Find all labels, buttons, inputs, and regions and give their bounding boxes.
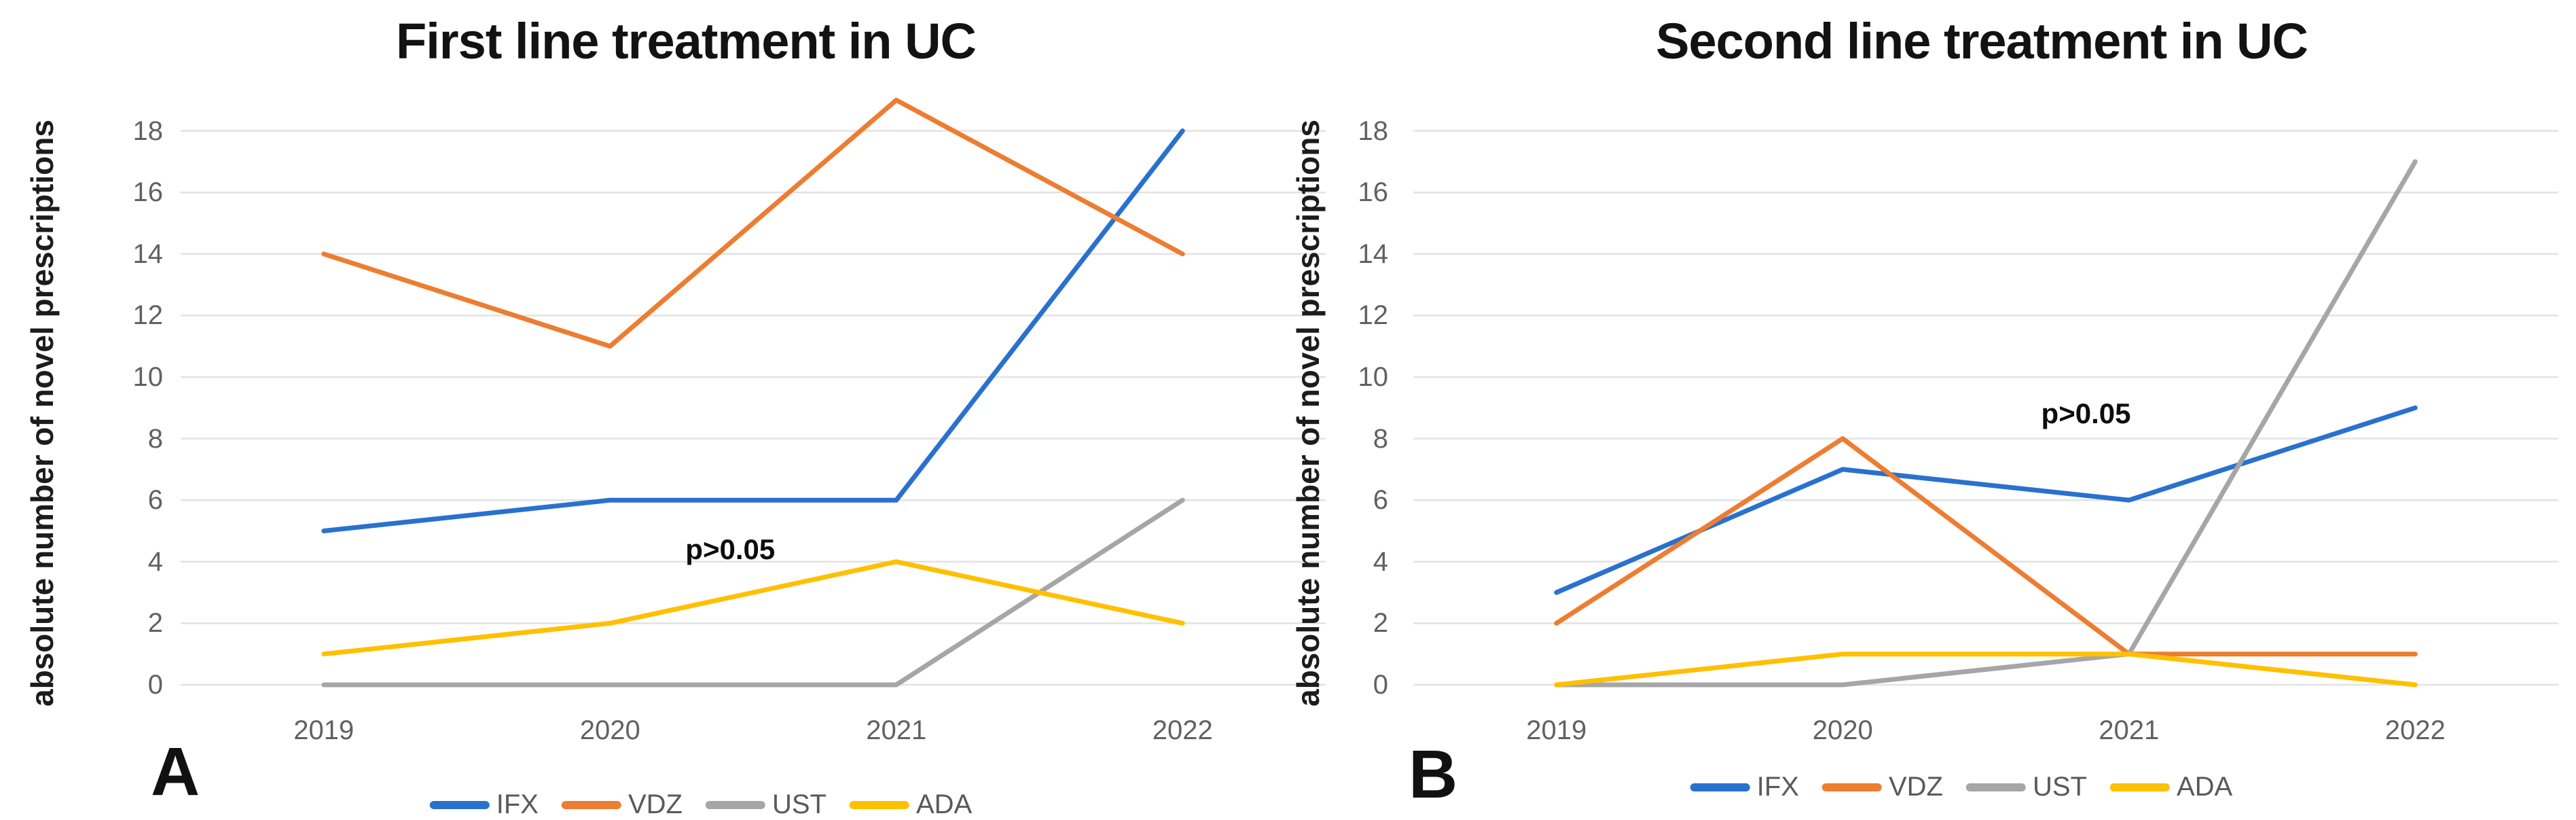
- x-tick-label: 2022: [1152, 715, 1213, 745]
- y-tick-label: 18: [1358, 115, 1389, 146]
- series-line-IFX: [321, 128, 1185, 533]
- x-tick-label: 2020: [579, 715, 640, 745]
- panel-label-b: B: [1409, 736, 1458, 813]
- legend-label: VDZ: [628, 789, 683, 819]
- y-tick-label: 8: [147, 423, 163, 454]
- y-tick-label: 4: [1373, 546, 1388, 577]
- x-tick-label: 2021: [866, 715, 927, 745]
- legend-item-UST: UST: [705, 789, 827, 820]
- legend-label: IFX: [496, 789, 539, 819]
- y-tick-label: 6: [147, 485, 163, 516]
- x-tick-label: 2019: [1526, 715, 1587, 745]
- legend-swatch-UST: [1965, 783, 2026, 791]
- x-tick-label: 2021: [2099, 715, 2160, 745]
- legend-label: VDZ: [1888, 772, 1943, 802]
- legend-swatch-ADA: [849, 800, 909, 809]
- legend-swatch-VDZ: [561, 800, 621, 809]
- y-tick-label: 18: [132, 115, 164, 146]
- y-tick-label: 8: [1373, 423, 1388, 454]
- y-axis-label-a: absolute number of novel prescriptions: [24, 120, 60, 707]
- chart-title-second-line: Second line treatment in UC: [1656, 13, 2308, 69]
- y-tick-label: 4: [147, 546, 163, 577]
- legend-item-VDZ: VDZ: [1821, 772, 1943, 802]
- series-line-VDZ: [1554, 436, 2418, 657]
- y-tick-label: 10: [1358, 362, 1389, 392]
- legend-item-UST: UST: [1965, 772, 2087, 802]
- legend-swatch-IFX: [1690, 783, 1750, 791]
- y-tick-label: 14: [1358, 238, 1389, 269]
- legend-label: ADA: [915, 789, 973, 819]
- legend-item-VDZ: VDZ: [561, 789, 683, 820]
- y-tick-label: 14: [132, 238, 164, 269]
- y-tick-label: 12: [1358, 300, 1389, 331]
- y-tick-label: 0: [147, 670, 163, 700]
- panel-label-a: A: [151, 734, 200, 810]
- y-tick-label: 2: [1373, 608, 1388, 639]
- gridlines-A: [181, 130, 1326, 686]
- series-line-ADA: [321, 559, 1185, 657]
- legend-item-IFX: IFX: [1690, 772, 1799, 802]
- y-tick-label: 10: [132, 362, 164, 392]
- legend-item-ADA: ADA: [2109, 772, 2233, 802]
- series-line-VDZ: [321, 97, 1185, 349]
- y-tick-label: 6: [1373, 485, 1388, 516]
- legend-swatch-UST: [705, 800, 765, 809]
- p-value-annotation-b: p>0.05: [2041, 397, 2131, 430]
- legend-swatch-IFX: [429, 800, 490, 809]
- legend-swatch-ADA: [2109, 783, 2170, 791]
- x-tick-label: 2019: [293, 715, 355, 745]
- legend-label: UST: [2032, 772, 2087, 802]
- legend-item-IFX: IFX: [429, 789, 539, 820]
- series-line-UST: [1554, 159, 2418, 688]
- legend-label: UST: [772, 789, 827, 819]
- y-tick-label: 12: [132, 300, 164, 331]
- series-line-ADA: [1554, 652, 2418, 688]
- y-tick-label: 16: [132, 177, 164, 208]
- y-tick-label: 16: [1358, 177, 1389, 208]
- series-lines-B: [1554, 159, 2418, 688]
- legend-b: IFX VDZ UST ADA: [1690, 772, 2232, 802]
- legend-label: ADA: [2176, 772, 2233, 802]
- x-tick-label: 2020: [1812, 715, 1873, 745]
- legend-item-ADA: ADA: [849, 789, 973, 820]
- legend-a: IFX VDZ UST ADA: [429, 789, 973, 820]
- series-lines-A: [321, 97, 1185, 688]
- legend-label: IFX: [1756, 772, 1799, 802]
- chart-title-first-line: First line treatment in UC: [396, 13, 977, 69]
- y-tick-label: 0: [1373, 670, 1388, 700]
- y-tick-label: 2: [147, 608, 163, 639]
- legend-swatch-VDZ: [1821, 783, 1882, 791]
- p-value-annotation-a: p>0.05: [685, 533, 776, 565]
- x-tick-label: 2022: [2384, 715, 2446, 745]
